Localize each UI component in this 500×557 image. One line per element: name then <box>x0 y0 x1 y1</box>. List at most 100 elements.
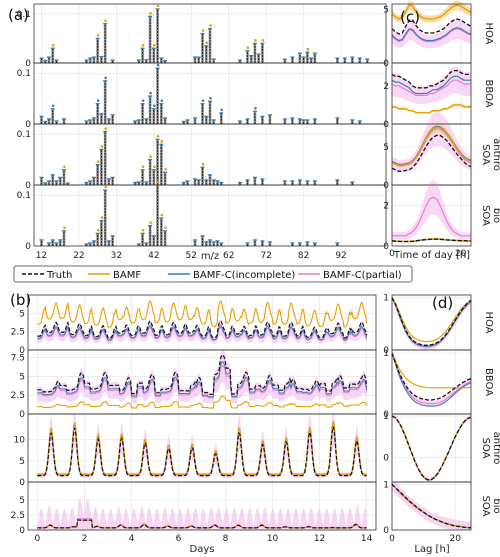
legend-box <box>13 265 413 283</box>
series-line-truth <box>37 426 367 477</box>
series-line-truth <box>391 415 472 481</box>
bar-marker <box>100 216 104 219</box>
row-label: SOA <box>480 144 491 165</box>
bar-marker <box>51 104 55 108</box>
series-line-incomplete <box>391 415 472 481</box>
bar-marker <box>104 127 107 130</box>
bar-marker <box>141 228 145 232</box>
series-line-bamf <box>37 300 368 328</box>
bar-marker <box>96 160 100 163</box>
y-tick-label: 0 <box>383 181 389 191</box>
bar-marker <box>100 145 104 148</box>
x-tick-label: 72 <box>260 251 271 261</box>
diurnal-row: 0 5 HOA <box>383 0 494 69</box>
y-tick-label: 0 <box>25 242 31 252</box>
y-tick-label: 5 <box>383 143 389 153</box>
series-line-truth <box>391 483 471 529</box>
y-tick-label: 0.1 <box>17 130 31 140</box>
series-line-bamf <box>392 104 471 114</box>
axes-frame <box>391 481 472 531</box>
band-partial <box>392 18 471 48</box>
y-tick-label: 1 <box>383 480 389 490</box>
axes-frame <box>391 413 472 483</box>
x-tick-label: 8 <box>223 534 229 544</box>
bar-marker <box>201 29 205 32</box>
x-tick-label: 42 <box>148 251 159 261</box>
x-tick-label: 4 <box>129 534 135 544</box>
bar-marker <box>164 167 167 171</box>
series-line-bamf <box>391 297 472 343</box>
series-line-bamf <box>37 421 367 475</box>
y-tick-label: 0 <box>19 526 25 536</box>
bar-marker <box>141 43 145 47</box>
series-line-bamf <box>391 352 472 389</box>
timeseries-row: 02.55 <box>11 294 377 356</box>
row-label: anthro <box>491 138 500 171</box>
series-line-truth <box>37 320 368 339</box>
series-line-incomplete <box>391 297 472 347</box>
x-axis-label: Lag [h] <box>414 544 449 555</box>
bar-marker <box>153 165 156 169</box>
bar-marker <box>201 162 205 166</box>
y-tick-label: 0.1 <box>17 191 31 201</box>
x-tick-label: 0 <box>389 249 395 259</box>
y-tick-label: 0 <box>383 526 389 536</box>
band-partial <box>37 499 367 530</box>
bar-marker <box>96 99 100 102</box>
row-label: BBOA <box>483 79 494 107</box>
bar-marker <box>104 185 107 189</box>
bar-marker <box>209 96 212 100</box>
series-line-partial <box>392 196 471 237</box>
x-axis-label: m/z <box>201 251 219 262</box>
bar-marker <box>149 221 152 224</box>
bar-marker <box>63 226 66 230</box>
bar-marker <box>156 134 160 138</box>
row-label: SOA <box>480 438 491 459</box>
legend-label: BAMF-C(incomplete) <box>193 270 295 281</box>
series-line-truth <box>37 354 368 395</box>
y-tick-label: 0 <box>19 478 25 488</box>
bar-marker <box>254 106 257 110</box>
series-line-partial <box>391 352 472 405</box>
band-partial <box>37 414 367 478</box>
axes-frame <box>33 184 387 247</box>
series-line-truth <box>391 297 472 346</box>
spectrum-row: 00.1 <box>17 62 387 130</box>
legend: Truth BAMF BAMF-C(incomplete) BAMF-C(partia… <box>13 265 413 283</box>
spectrum-row: 00.1 <box>17 180 387 252</box>
timeseries-row: 0 2.5 5 7.5 <box>11 349 377 420</box>
series-line-truth <box>391 352 472 401</box>
x-tick-label: 10 <box>267 534 279 544</box>
y-tick-label: 0 <box>19 410 25 420</box>
series-line-incomplete <box>391 75 471 95</box>
y-tick-label: 0 <box>383 453 389 463</box>
series-line-bamf <box>37 395 368 409</box>
series-line-incomplete <box>391 26 472 42</box>
series-line-bamf <box>391 126 472 166</box>
y-tick-label: 1 <box>383 294 389 304</box>
timeseries-row: 0 5 10 <box>14 413 377 488</box>
legend-label: BAMF-C(partial) <box>323 270 402 281</box>
y-tick-label: 5 <box>19 496 25 506</box>
band-partial <box>392 111 471 172</box>
x-axis-label: Days <box>190 544 215 555</box>
series-line-truth <box>391 69 471 89</box>
bar-marker <box>104 76 107 80</box>
band-partial <box>392 482 471 530</box>
legend-label: Truth <box>46 270 72 281</box>
band-partial <box>392 350 471 407</box>
row-label: bio <box>491 498 500 513</box>
diurnal-row: 0 2 BBOA <box>383 62 494 130</box>
x-axis-label: Time of day [h] <box>393 250 470 261</box>
y-tick-label: 0 <box>25 59 31 69</box>
y-tick-label: 2.5 <box>11 328 25 338</box>
x-tick-label: 92 <box>335 251 346 261</box>
row-label: anthro <box>491 432 500 465</box>
bar-marker <box>51 43 55 47</box>
spectrum-row: 00.1 <box>17 3 387 69</box>
bar-marker <box>153 43 156 47</box>
axes-frame <box>27 481 377 531</box>
